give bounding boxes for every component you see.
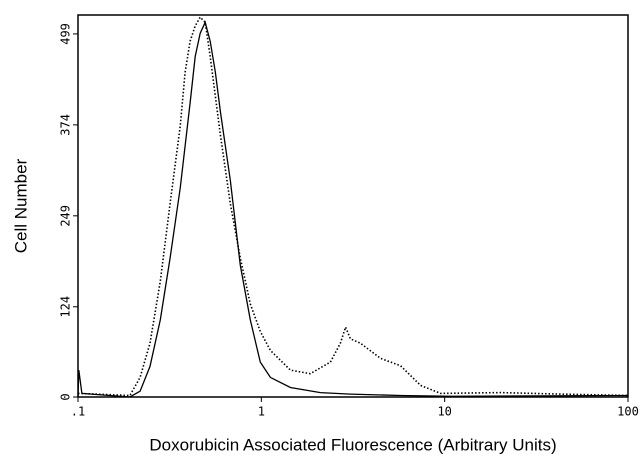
series-line bbox=[77, 15, 629, 397]
y-tick-label: 374 bbox=[59, 114, 73, 136]
x-tick-label: 1 bbox=[258, 405, 265, 419]
series-line bbox=[77, 20, 629, 398]
x-tick-label: 10 bbox=[437, 405, 451, 419]
y-tick-label: 499 bbox=[59, 23, 73, 45]
y-tick-label: 249 bbox=[59, 205, 73, 227]
y-tick-label: 124 bbox=[59, 296, 73, 318]
y-axis-label: Cell Number bbox=[11, 158, 30, 253]
x-axis-label: Doxorubicin Associated Fluorescence (Arb… bbox=[149, 435, 556, 454]
x-tick-label: .1 bbox=[71, 405, 85, 419]
plot-frame bbox=[77, 14, 629, 398]
y-tick-label: 0 bbox=[59, 393, 73, 400]
x-tick-label: 100 bbox=[617, 405, 639, 419]
